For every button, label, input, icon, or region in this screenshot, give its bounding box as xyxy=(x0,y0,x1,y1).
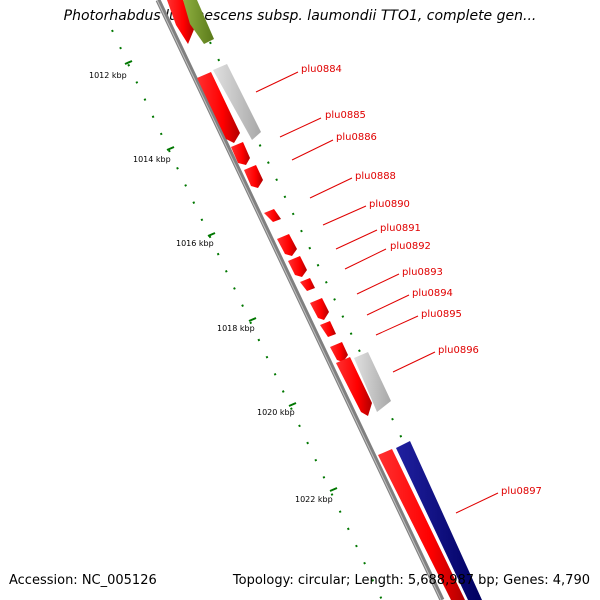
cds-plu0894 xyxy=(320,321,336,337)
gene-label-plu0891: plu0891 xyxy=(380,223,421,234)
topology-text: Topology: circular; Length: 5,688,987 bp… xyxy=(232,573,590,588)
gene-label-plu0885: plu0885 xyxy=(325,110,366,121)
genome-backbone-highlight xyxy=(156,0,442,600)
ruler-label-1016: 1016 kbp xyxy=(176,239,214,248)
cds-plu0897 xyxy=(378,449,465,600)
gene-label-plu0884: plu0884 xyxy=(301,64,342,75)
gene-label-plu0890: plu0890 xyxy=(369,199,410,210)
cds-plu0890 xyxy=(277,234,297,256)
accession-text: Accession: NC_005126 xyxy=(9,573,157,588)
cds-plu0895 xyxy=(330,342,348,362)
cds-plu0896 xyxy=(336,357,372,416)
cds-plu0892 xyxy=(300,278,315,291)
gene-label-plu0896: plu0896 xyxy=(438,345,479,356)
ruler-label-1018: 1018 kbp xyxy=(217,324,255,333)
cds-plu0886 xyxy=(244,165,263,188)
gene-label-plu0888: plu0888 xyxy=(355,171,396,182)
gray-feature-plu0896 xyxy=(354,352,391,412)
ruler-label-1022: 1022 kbp xyxy=(295,495,333,504)
cds-plu0893 xyxy=(310,298,329,320)
gene-label-plu0897: plu0897 xyxy=(501,486,542,497)
green-feature-top xyxy=(183,0,214,44)
ruler-label-1020: 1020 kbp xyxy=(257,408,295,417)
gray-feature-plu0884 xyxy=(213,64,261,140)
label-leaders xyxy=(255,71,499,514)
cds-plu0888 xyxy=(264,209,281,222)
cds-plu0884 xyxy=(197,72,240,143)
gene-label-plu0895: plu0895 xyxy=(421,309,462,320)
cds-top-partial xyxy=(167,0,195,44)
cds-plu0891 xyxy=(288,256,307,277)
gene-label-plu0894: plu0894 xyxy=(412,288,453,299)
blue-feature-plu0897 xyxy=(396,441,482,600)
ruler-label-1014: 1014 kbp xyxy=(133,155,171,164)
genome-backbone xyxy=(155,0,445,600)
gene-label-plu0893: plu0893 xyxy=(402,267,443,278)
ruler-label-1012: 1012 kbp xyxy=(89,71,127,80)
gene-label-plu0892: plu0892 xyxy=(390,241,431,252)
ruler-ticks xyxy=(124,60,338,492)
cds-plu0885 xyxy=(231,142,250,165)
gene-label-plu0886: plu0886 xyxy=(336,132,377,143)
features xyxy=(167,0,482,600)
